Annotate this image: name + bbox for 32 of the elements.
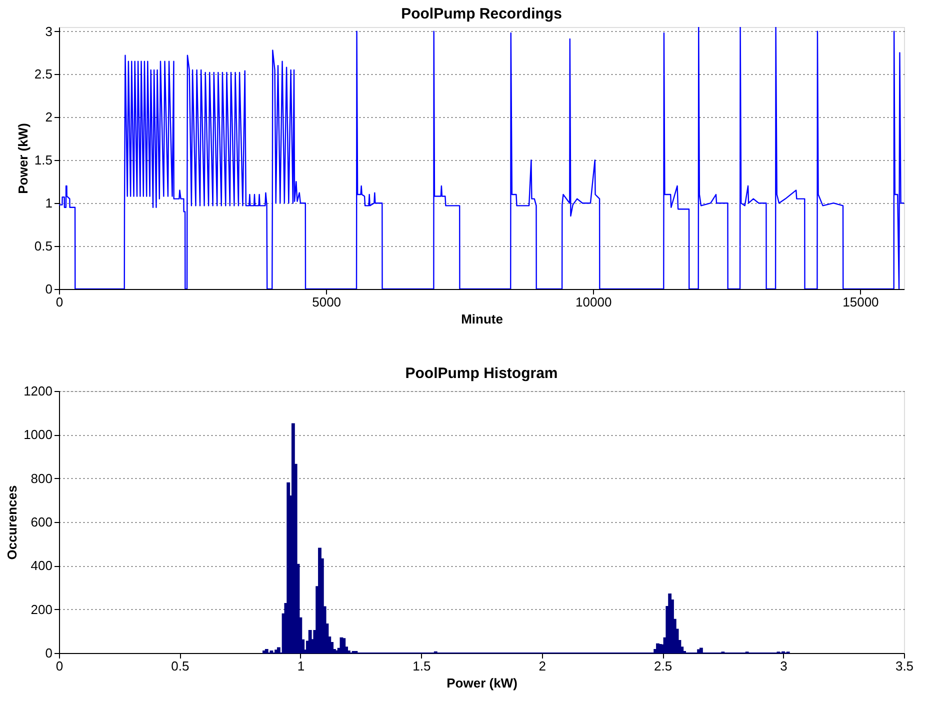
- y-tick-label: 2: [45, 110, 52, 125]
- x-tick-label: 0: [56, 658, 64, 674]
- chart-title: PoolPump Recordings: [401, 5, 562, 22]
- y-tick-label: 1: [45, 196, 52, 211]
- y-axis-title: Power (kW): [15, 123, 30, 194]
- y-tick-label: 1000: [24, 427, 52, 442]
- x-tick-label: 1: [297, 658, 305, 674]
- y-tick-label: 1200: [24, 384, 52, 398]
- x-axis-title: Minute: [461, 312, 503, 326]
- y-tick-label: 600: [30, 514, 52, 530]
- chart-title: PoolPump Histogram: [405, 365, 558, 382]
- x-tick-label: 5000: [312, 294, 342, 310]
- x-tick-label: 3.5: [895, 658, 914, 674]
- x-tick-label: 15000: [842, 294, 879, 310]
- y-tick-label: 3: [45, 24, 52, 39]
- y-tick-label: 0: [45, 282, 52, 296]
- x-tick-label: 3: [780, 658, 788, 674]
- x-tick-label: 10000: [576, 294, 612, 310]
- x-tick-label: 1.5: [412, 658, 431, 674]
- x-tick-label: 0.5: [171, 658, 190, 674]
- y-tick-label: 200: [30, 602, 52, 617]
- y-tick-label: 0.5: [34, 238, 52, 254]
- x-tick-label: 2.5: [654, 658, 672, 674]
- y-tick-label: 800: [30, 470, 52, 486]
- y-tick-label: 2.5: [34, 66, 52, 82]
- y-tick-label: 1.5: [34, 152, 52, 168]
- x-tick-label: 0: [56, 294, 64, 310]
- x-axis-title: Power (kW): [446, 676, 518, 690]
- y-tick-label: 400: [30, 558, 52, 574]
- x-tick-label: 2: [538, 658, 546, 674]
- y-tick-label: 0: [45, 646, 52, 660]
- y-axis-title: Occurences: [4, 485, 20, 560]
